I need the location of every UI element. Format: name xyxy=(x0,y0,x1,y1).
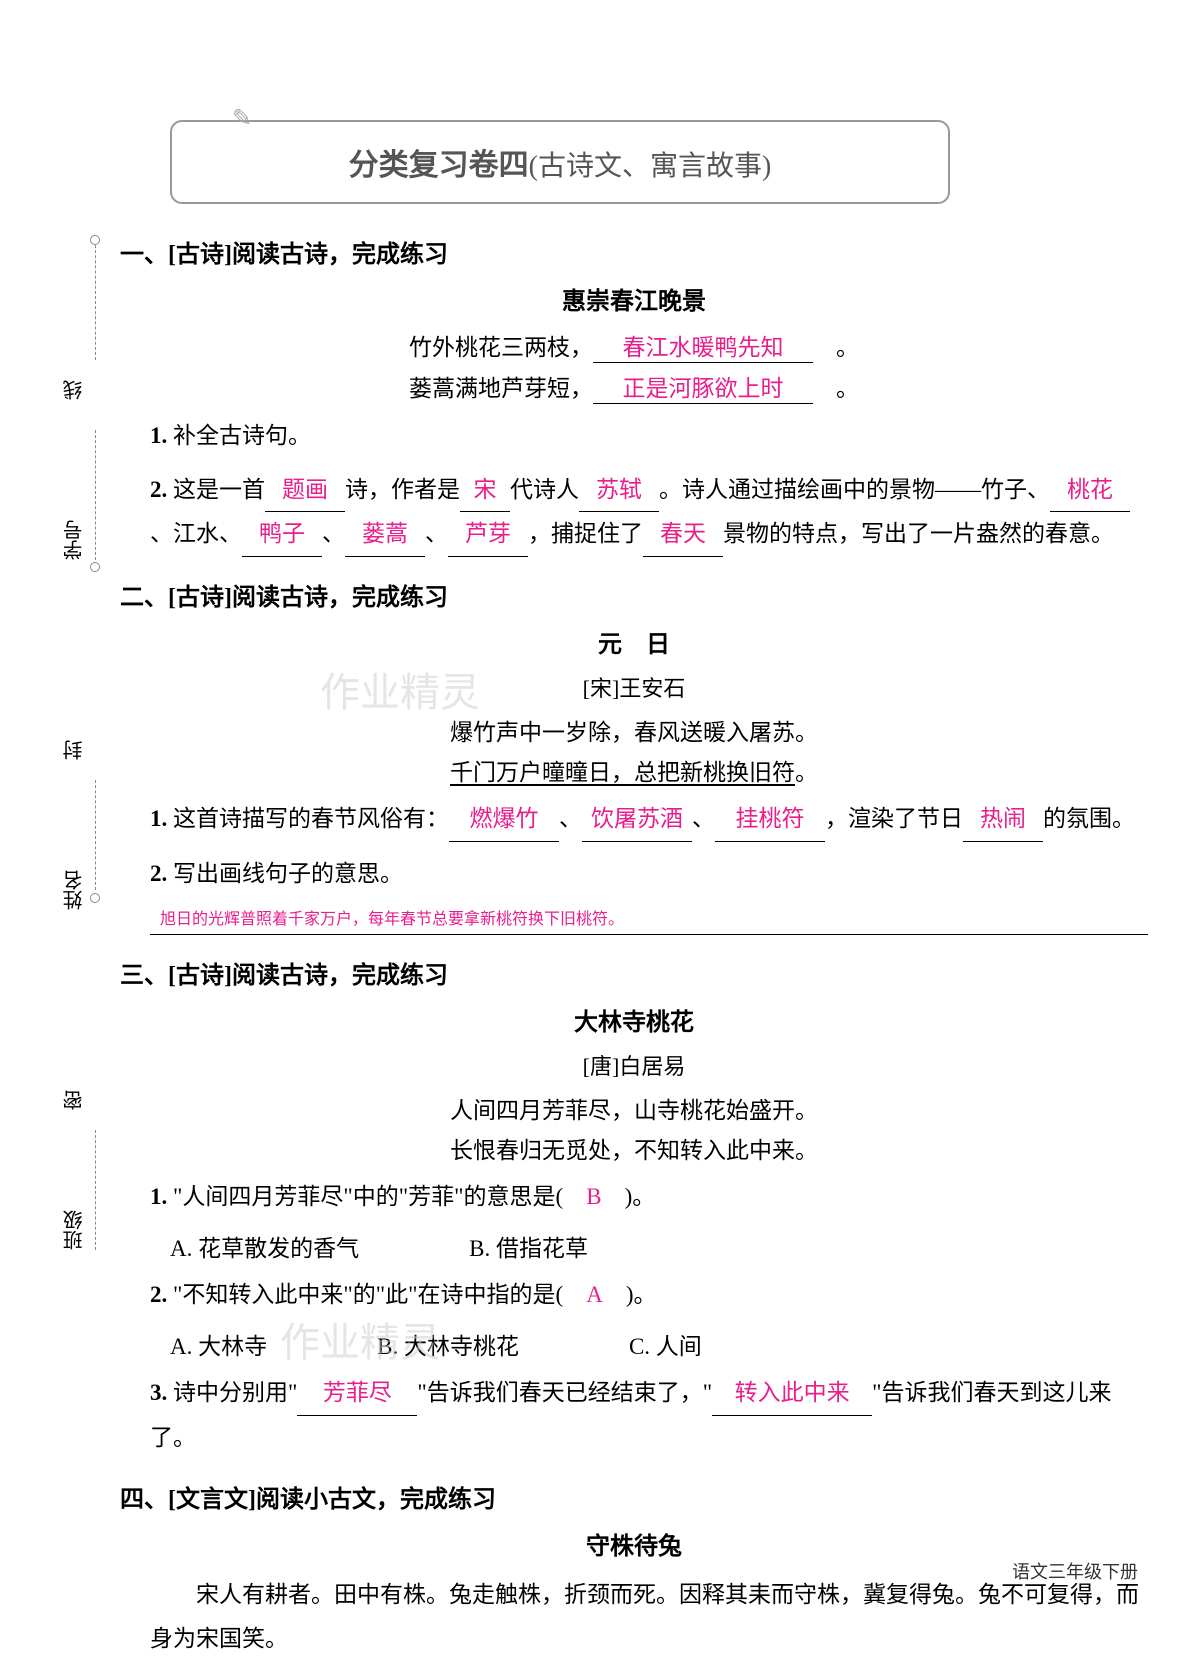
question-1-2: 2. 这是一首题画诗，作者是宋代诗人苏轼。诗人通过描绘画中的景物——竹子、桃花、… xyxy=(120,468,1148,557)
question-text: 代诗人 xyxy=(510,477,579,502)
question-3-3: 3. 诗中分别用"芳菲尽"告诉我们春天已经结束了，"转入此中来"告诉我们春天到这… xyxy=(120,1371,1148,1459)
poem-text: 竹外桃花三两枝， xyxy=(409,335,593,360)
answer-text: 题画 xyxy=(282,477,328,502)
dotted-line xyxy=(95,430,96,560)
question-3-1: 1. "人间四月芳菲尽"中的"芳菲"的意思是( B )。 xyxy=(120,1175,1148,1219)
story-title: 守株待兔 xyxy=(120,1526,1148,1561)
section-1-heading: 一、[古诗]阅读古诗，完成练习 xyxy=(120,234,1148,269)
section-1: 一、[古诗]阅读古诗，完成练习 惠崇春江晚景 竹外桃花三两枝， 春江水暖鸭先知 。… xyxy=(120,234,1148,557)
question-text: 、 xyxy=(322,521,345,546)
answer-text: 燃爆竹 xyxy=(470,806,539,831)
answer-text: 芳菲尽 xyxy=(323,1380,392,1405)
question-2-1: 1. 这首诗描写的春节风俗有：燃爆竹、饮屠苏酒、挂桃符，渲染了节日热闹的氛围。 xyxy=(120,797,1148,842)
answer-text: 饮屠苏酒 xyxy=(591,806,683,831)
poem-2-title: 元 日 xyxy=(120,624,1148,659)
question-text: "人间四月芳菲尽"中的"芳菲"的意思是( xyxy=(173,1184,586,1209)
side-label-name: 姓名 xyxy=(60,870,89,910)
poem-1-title: 惠崇春江晚景 xyxy=(120,281,1148,316)
poem-1-line-1: 竹外桃花三两枝，春江水暖鸭先知 。 xyxy=(120,328,1148,363)
answer-text: 桃花 xyxy=(1067,477,1113,502)
poem-3-author: [唐]白居易 xyxy=(120,1049,1148,1081)
section-4-heading: 四、[文言文]阅读小古文，完成练习 xyxy=(120,1479,1148,1514)
option-c: C. 人间 xyxy=(629,1327,702,1361)
passage-text: 宋人有耕者。田中有株。兔走触株，折颈而死。因释其耒而守株，冀复得兔。兔不可复得，… xyxy=(120,1573,1148,1660)
side-label-seal: 封 xyxy=(60,740,89,760)
question-text: 。诗人通过描绘画中的景物——竹子、 xyxy=(659,477,1050,502)
title-banner: ✎ 分类复习卷四(古诗文、寓言故事) xyxy=(170,120,950,204)
poem-1-line-2: 蒌蒿满地芦芽短，正是河豚欲上时 。 xyxy=(120,369,1148,404)
question-text: )。 xyxy=(602,1184,656,1209)
options-3-1: A. 花草散发的香气 B. 借指花草 xyxy=(120,1229,1148,1263)
answer-text: 春江水暖鸭先知 xyxy=(623,335,784,360)
answer-text: 芦芽 xyxy=(465,521,511,546)
poem-3-title: 大林寺桃花 xyxy=(120,1002,1148,1037)
circle-dot xyxy=(90,893,100,903)
question-text: ，渲染了节日 xyxy=(825,806,963,831)
question-text: 补全古诗句。 xyxy=(173,423,311,448)
question-text: 诗中分别用" xyxy=(173,1380,297,1405)
answer-text: B xyxy=(586,1184,601,1209)
section-2-heading: 二、[古诗]阅读古诗，完成练习 xyxy=(120,577,1148,612)
circle-dot xyxy=(90,235,100,245)
answer-text: 春天 xyxy=(660,521,706,546)
option-b: B. 借指花草 xyxy=(469,1229,588,1263)
section-2: 二、[古诗]阅读古诗，完成练习 元 日 [宋]王安石 爆竹声中一岁除，春风送暖入… xyxy=(120,577,1148,935)
section-3-heading: 三、[古诗]阅读古诗，完成练习 xyxy=(120,955,1148,990)
answer-text: 蒌蒿 xyxy=(362,521,408,546)
answer-line: 旭日的光辉普照着千家万户，每年春节总要拿新桃符换下旧桃符。 xyxy=(150,905,1148,935)
option-a: A. 大林寺 xyxy=(170,1327,267,1361)
options-3-2: A. 大林寺 B. 大林寺桃花 C. 人间 xyxy=(120,1327,1148,1361)
question-text: 景物的特点，写出了一片盎然的春意。 xyxy=(723,521,1114,546)
answer-text: A xyxy=(586,1282,603,1307)
question-text: 的氛围。 xyxy=(1043,806,1135,831)
question-text: ，捕捉住了 xyxy=(528,521,643,546)
question-3-2: 2. "不知转入此中来"的"此"在诗中指的是( A )。 xyxy=(120,1273,1148,1317)
main-title: 分类复习卷四 xyxy=(349,149,529,182)
dotted-line xyxy=(95,240,96,360)
question-text: 写出画线句子的意思。 xyxy=(173,861,403,886)
answer-text: 转入此中来 xyxy=(735,1380,850,1405)
underlined-poem: 千门万户曈曈日，总把新桃换旧符 xyxy=(450,760,795,785)
question-text: 诗，作者是 xyxy=(345,477,460,502)
option-a: A. 花草散发的香气 xyxy=(170,1229,359,1263)
poem-2-author: [宋]王安石 xyxy=(120,671,1148,703)
question-text: 这是一首 xyxy=(173,477,265,502)
question-text: 、 xyxy=(425,521,448,546)
answer-text: 正是河豚欲上时 xyxy=(623,376,784,401)
poem-3-line-2: 长恨春归无觅处，不知转入此中来。 xyxy=(120,1131,1148,1165)
side-label-class: 班级 xyxy=(60,1210,89,1250)
section-4: 四、[文言文]阅读小古文，完成练习 守株待兔 宋人有耕者。田中有株。兔走触株，折… xyxy=(120,1479,1148,1660)
answer-text: 宋 xyxy=(474,477,497,502)
answer-text: 挂桃符 xyxy=(736,806,805,831)
option-b: B. 大林寺桃花 xyxy=(377,1327,519,1361)
side-label-cut: 线 xyxy=(60,380,89,400)
question-text: 、江水、 xyxy=(150,521,242,546)
answer-text: 旭日的光辉普照着千家万户，每年春节总要拿新桃符换下旧桃符。 xyxy=(160,911,624,928)
section-3: 三、[古诗]阅读古诗，完成练习 大林寺桃花 [唐]白居易 人间四月芳菲尽，山寺桃… xyxy=(120,955,1148,1459)
side-label-id: 学号 xyxy=(60,520,89,560)
question-text: )。 xyxy=(603,1282,657,1307)
question-2-2: 2. 写出画线句子的意思。 xyxy=(120,852,1148,896)
poem-3-line-1: 人间四月芳菲尽，山寺桃花始盛开。 xyxy=(120,1091,1148,1125)
question-text: 这首诗描写的春节风俗有： xyxy=(173,806,449,831)
poem-text: 蒌蒿满地芦芽短， xyxy=(409,376,593,401)
title-subtitle: (古诗文、寓言故事) xyxy=(529,151,772,182)
answer-text: 热闹 xyxy=(980,806,1026,831)
answer-text: 鸭子 xyxy=(259,521,305,546)
poem-2-line-2: 千门万户曈曈日，总把新桃换旧符。 xyxy=(120,753,1148,787)
dotted-line xyxy=(95,780,96,890)
circle-dot xyxy=(90,562,100,572)
question-text: "告诉我们春天已经结束了，" xyxy=(417,1380,712,1405)
page-footer: 语文三年级下册 xyxy=(1012,1558,1138,1584)
question-text: "不知转入此中来"的"此"在诗中指的是( xyxy=(173,1282,586,1307)
poem-2-line-1: 爆竹声中一岁除，春风送暖入屠苏。 xyxy=(120,713,1148,747)
answer-text: 苏轼 xyxy=(596,477,642,502)
question-1-1: 1. 补全古诗句。 xyxy=(120,414,1148,458)
clip-icon: ✎ xyxy=(212,104,272,134)
dotted-line xyxy=(95,1130,96,1250)
side-label-secret: 密 xyxy=(60,1090,89,1110)
